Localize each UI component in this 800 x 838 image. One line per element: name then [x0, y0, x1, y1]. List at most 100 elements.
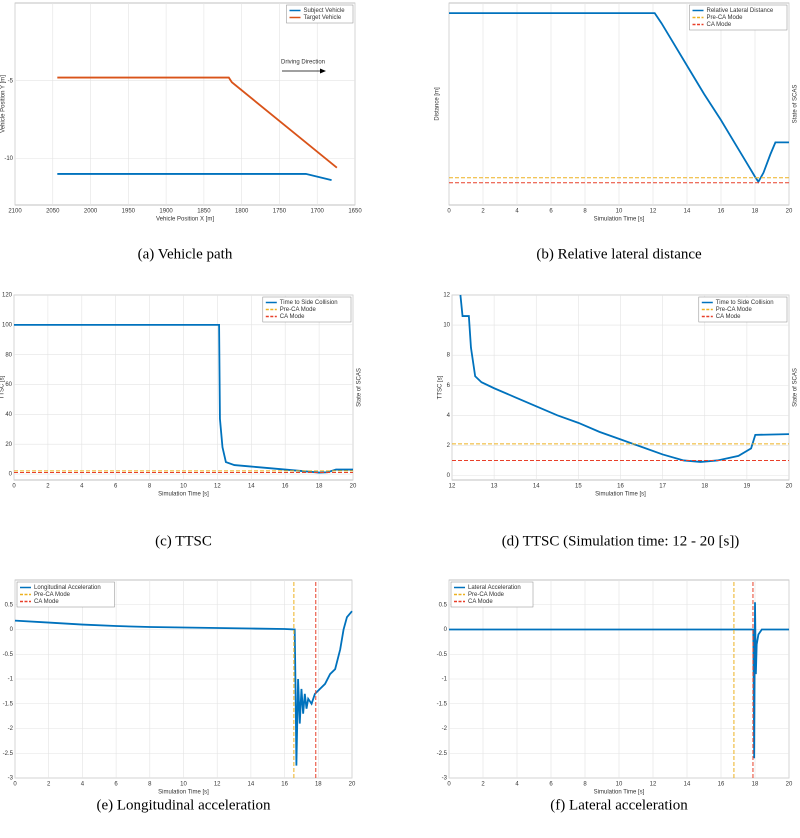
x-tick-label: 10: [616, 209, 623, 215]
x-tick-label: 4: [81, 782, 85, 788]
series-line: [459, 294, 790, 463]
x-tick-label: 1850: [197, 209, 211, 215]
legend-label: Target Vehicle: [304, 15, 342, 21]
y-tick-label: 12: [443, 293, 450, 299]
x-axis-label: Simulation Time [s]: [158, 790, 209, 796]
legend-box: [698, 296, 788, 323]
legend-label: Time to Side Collision: [280, 300, 338, 306]
caption: (d) TTSC (Simulation time: 12 - 20 [s]): [502, 533, 740, 549]
legend-label: Pre-CA Mode: [716, 307, 753, 313]
x-tick-label: 8: [148, 484, 152, 490]
x-tick-label: 12: [449, 484, 456, 490]
annotation-arrowhead: [320, 68, 326, 74]
y-tick-label: 40: [5, 412, 12, 418]
x-tick-label: 6: [114, 484, 118, 490]
y2-axis-label: State of SCAS: [357, 368, 363, 407]
y-tick-label: 20: [5, 442, 12, 448]
x-tick-label: 20: [350, 484, 357, 490]
series-line: [449, 12, 789, 184]
x-tick-label: 2: [46, 484, 50, 490]
y-tick-label: 0: [444, 627, 448, 633]
x-tick-label: 14: [684, 209, 691, 215]
x-tick-label: 1700: [311, 209, 325, 215]
y2-axis-label: State of SCAS: [793, 85, 799, 124]
x-tick-label: 12: [650, 782, 657, 788]
legend-box: [286, 4, 354, 24]
legend-label: Pre-CA Mode: [707, 15, 744, 21]
y-tick-label: -2.5: [3, 751, 14, 757]
caption: (a) Vehicle path: [138, 246, 233, 262]
y-tick-label: -3: [8, 776, 14, 782]
y-tick-label: 8: [447, 353, 451, 359]
y-axis-label: TTSC [s]: [0, 375, 6, 399]
legend-label: CA Mode: [716, 314, 741, 320]
y-tick-label: -1.5: [3, 701, 14, 707]
legend-label: Subject Vehicle: [304, 8, 346, 14]
x-axis-label: Simulation Time [s]: [594, 217, 645, 223]
y-tick-label: 80: [5, 352, 12, 358]
x-tick-label: 14: [248, 782, 255, 788]
legend-label: Pre-CA Mode: [34, 592, 71, 598]
legend-label: Longitudinal Acceleration: [34, 585, 101, 591]
y-tick-label: 0: [10, 627, 14, 633]
y-tick-label: -5: [8, 78, 14, 84]
x-tick-label: 16: [282, 484, 289, 490]
legend-label: Time to Side Collision: [716, 300, 774, 306]
y-tick-label: 2: [447, 443, 451, 449]
x-tick-label: 20: [786, 209, 793, 215]
legend-label: CA Mode: [280, 314, 305, 320]
y2-axis-label: State of SCAS: [793, 368, 799, 407]
y-tick-label: -0.5: [437, 652, 448, 658]
x-tick-label: 4: [515, 209, 519, 215]
x-tick-label: 16: [281, 782, 288, 788]
x-axis-label: Simulation Time [s]: [158, 492, 209, 498]
x-tick-label: 18: [316, 484, 323, 490]
x-tick-label: 14: [684, 782, 691, 788]
y-tick-label: 0: [9, 472, 13, 478]
legend-label: CA Mode: [34, 599, 59, 605]
x-tick-label: 1900: [159, 209, 173, 215]
x-tick-label: 2100: [8, 209, 22, 215]
x-tick-label: 18: [315, 782, 322, 788]
x-tick-label: 16: [718, 209, 725, 215]
x-tick-label: 20: [349, 782, 356, 788]
x-tick-label: 17: [659, 484, 666, 490]
y-tick-label: -10: [4, 156, 13, 162]
x-tick-label: 12: [650, 209, 657, 215]
x-tick-label: 4: [515, 782, 519, 788]
x-tick-label: 18: [701, 484, 708, 490]
legend-label: CA Mode: [707, 22, 732, 28]
x-tick-label: 2: [481, 209, 485, 215]
x-tick-label: 19: [744, 484, 751, 490]
caption: (c) TTSC: [155, 533, 212, 549]
legend-box: [689, 4, 788, 31]
x-tick-label: 20: [786, 484, 793, 490]
caption: (b) Relative lateral distance: [536, 246, 702, 262]
x-axis-label: Simulation Time [s]: [595, 492, 646, 498]
x-tick-label: 10: [616, 782, 623, 788]
legend-label: Relative Lateral Distance: [707, 8, 774, 14]
legend-box: [262, 296, 352, 323]
x-tick-label: 16: [617, 484, 624, 490]
y-tick-label: -0.5: [3, 652, 14, 658]
x-tick-label: 12: [214, 782, 221, 788]
annotation: Driving Direction: [281, 60, 325, 66]
y-tick-label: 120: [2, 293, 13, 299]
y-tick-label: -3: [442, 776, 448, 782]
x-tick-label: 4: [80, 484, 84, 490]
x-tick-label: 13: [491, 484, 498, 490]
x-tick-label: 15: [575, 484, 582, 490]
x-tick-label: 14: [248, 484, 255, 490]
y-tick-label: 60: [5, 382, 12, 388]
y-tick-label: -2.5: [437, 751, 448, 757]
y-axis-label: Vehicle Position Y [m]: [1, 75, 7, 133]
x-tick-label: 2: [481, 782, 485, 788]
y-tick-label: -2: [8, 726, 14, 732]
caption: (f) Lateral acceleration: [550, 797, 688, 813]
legend-label: Pre-CA Mode: [280, 307, 317, 313]
y-tick-label: -1: [8, 677, 14, 683]
legend-label: Pre-CA Mode: [468, 592, 505, 598]
x-tick-label: 6: [549, 209, 553, 215]
x-tick-label: 12: [214, 484, 221, 490]
